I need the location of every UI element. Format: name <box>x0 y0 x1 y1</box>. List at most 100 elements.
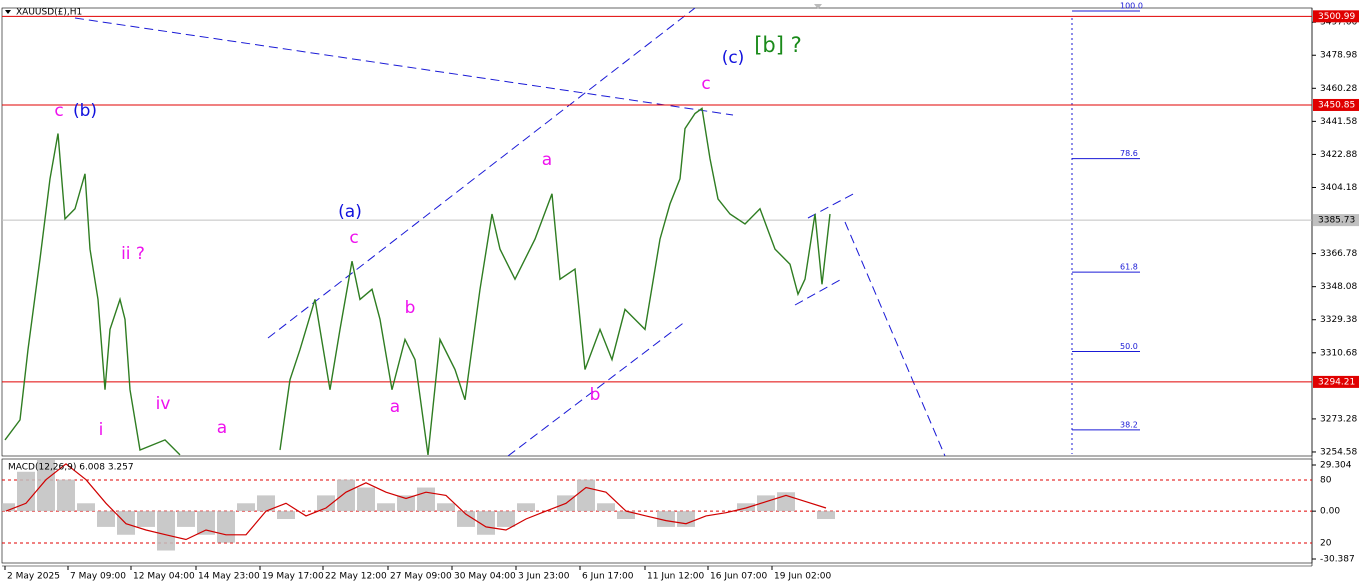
wave-label: iv <box>156 394 171 414</box>
price-level-label: 3450.85 <box>1318 100 1355 110</box>
macd-bar <box>237 503 255 512</box>
x-tick-label: 14 May 23:00 <box>198 572 260 582</box>
y-tick-label: 3497.66 <box>1320 18 1357 28</box>
wave-label: ii ? <box>121 244 145 264</box>
macd-bar <box>197 511 215 535</box>
macd-bar <box>457 511 475 527</box>
y-tick-label: 0.00 <box>1320 507 1340 517</box>
y-tick-label: 3441.58 <box>1320 117 1357 127</box>
wave-label: c <box>701 74 710 94</box>
wave-label: (b) <box>73 101 97 121</box>
macd-bar <box>657 511 675 527</box>
macd-bar <box>517 503 535 512</box>
price-line <box>4 107 831 456</box>
macd-bar <box>617 511 635 520</box>
x-tick-label: 19 Jun 02:00 <box>774 572 831 582</box>
macd-bar <box>157 511 175 551</box>
wave-label: (c) <box>722 48 745 68</box>
main-panel <box>1 7 1313 457</box>
x-tick-label: 16 Jun 07:00 <box>710 572 767 582</box>
price-level-box <box>1313 10 1359 23</box>
trend-lines <box>74 8 1073 456</box>
price-plot <box>2 10 1312 456</box>
macd-level-label: 20 <box>1320 538 1332 548</box>
trend-line <box>844 221 946 456</box>
x-tick-label: 3 Jun 23:00 <box>518 572 570 582</box>
trend-line <box>794 279 841 306</box>
y-tick-label: 29.304 <box>1320 461 1352 471</box>
x-tick-label: 11 Jun 12:00 <box>647 572 704 582</box>
macd-bar <box>317 495 335 512</box>
fib-label: 50.0 <box>1120 342 1138 351</box>
price-level-label: 3500.99 <box>1318 12 1355 22</box>
y-tick-label: 3273.28 <box>1320 414 1357 424</box>
macd-bar <box>257 495 275 512</box>
wave-label: [b] ? <box>754 33 802 57</box>
x-tick-label: 19 May 17:00 <box>262 572 324 582</box>
macd-bar <box>57 479 75 512</box>
macd-bar <box>597 503 615 512</box>
wave-label: c <box>349 228 358 248</box>
signal-line <box>5 463 827 541</box>
current-price-box <box>1313 214 1359 227</box>
x-tick-label: 7 May 09:00 <box>70 572 126 582</box>
macd-title: MACD(12,26,9) 6.008 3.257 <box>8 463 134 473</box>
wave-label: i <box>99 420 104 440</box>
wave-label: b <box>590 385 601 405</box>
x-tick-label: 22 May 12:00 <box>325 572 387 582</box>
macd-bar <box>437 503 455 512</box>
x-tick-label: 2 May 2025 <box>7 572 60 582</box>
y-tick-label: 3404.18 <box>1320 183 1357 193</box>
macd-bar <box>397 495 415 512</box>
fib-label: 38.2 <box>1120 420 1138 429</box>
macd-bar <box>577 479 595 512</box>
macd-bar <box>677 511 695 527</box>
price-level-label: 3294.21 <box>1318 377 1355 387</box>
x-tick-label: 27 May 09:00 <box>390 572 452 582</box>
wave-label: b <box>405 298 416 318</box>
macd-bar <box>477 511 495 535</box>
wave-label: a <box>390 397 400 417</box>
x-tick-label: 6 Jun 17:00 <box>582 572 634 582</box>
chart-title: XAUUSD(£),H1 <box>16 8 82 18</box>
macd-bar <box>337 479 355 512</box>
menu-arrow[interactable] <box>5 10 11 14</box>
price-level-box <box>1313 375 1359 388</box>
y-tick-label: 3348.08 <box>1320 282 1357 292</box>
scroll-marker <box>814 4 822 9</box>
wave-label: a <box>217 418 227 438</box>
y-tick-label: 3366.78 <box>1320 249 1357 259</box>
fib-label: 78.6 <box>1120 149 1138 158</box>
y-tick-label: 3329.38 <box>1320 315 1357 325</box>
y-tick-label: 3422.88 <box>1320 150 1357 160</box>
macd-bar <box>2 503 15 512</box>
trend-line <box>507 320 687 456</box>
trend-line <box>267 8 696 339</box>
macd-bar <box>817 511 835 520</box>
macd-bar <box>217 511 235 543</box>
wave-label: a <box>542 150 552 170</box>
macd-bar <box>277 511 295 520</box>
wave-label: (a) <box>338 202 362 222</box>
fib-label: 100.0 <box>1120 2 1143 11</box>
x-tick-label: 12 May 04:00 <box>133 572 195 582</box>
macd-bar <box>737 503 755 512</box>
x-tick-label: 30 May 04:00 <box>454 572 516 582</box>
macd-bar <box>97 511 115 527</box>
macd-level-label: 80 <box>1320 475 1332 485</box>
macd-bar <box>497 511 515 527</box>
macd-bar <box>17 471 35 512</box>
y-tick-label: 3478.98 <box>1320 51 1357 61</box>
current-price-label: 3385.73 <box>1318 216 1355 226</box>
wave-label: c <box>54 101 63 121</box>
macd-bar <box>417 487 435 512</box>
macd-bar <box>757 495 775 512</box>
macd-bar <box>37 460 55 512</box>
y-tick-label: -30.387 <box>1320 555 1355 565</box>
y-tick-label: 3254.58 <box>1320 447 1357 457</box>
fib-label: 61.8 <box>1120 263 1138 272</box>
macd-bar <box>77 503 95 512</box>
trend-line <box>807 192 856 219</box>
macd-bar <box>357 487 375 512</box>
